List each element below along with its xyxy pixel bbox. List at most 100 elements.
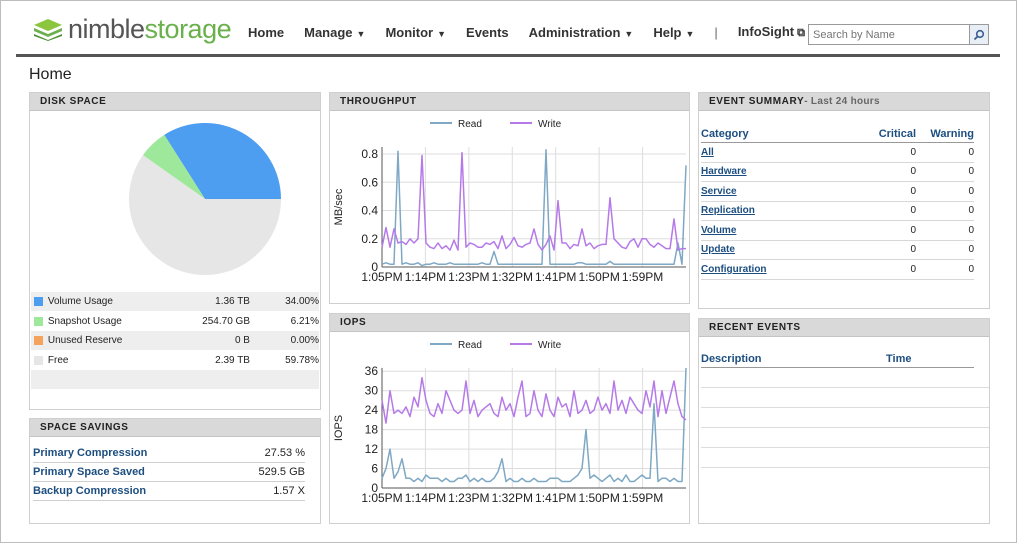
chevron-down-icon: ▼ <box>624 28 634 39</box>
event-summary-row: Update 0 0 <box>701 241 974 260</box>
event-summary-header: Category Critical Warning <box>701 126 974 143</box>
legend-size: 1.36 TB <box>215 296 250 307</box>
disk-legend-spacer <box>31 370 319 389</box>
event-category-link[interactable]: Hardware <box>701 166 747 178</box>
external-link-icon: ⧉ <box>797 27 805 39</box>
header-divider <box>16 54 1000 57</box>
search-input[interactable] <box>809 25 969 44</box>
empty-row-divider <box>701 427 989 428</box>
savings-value: 27.53 % <box>264 447 305 459</box>
panel-title: THROUGHPUT <box>330 93 689 111</box>
disk-legend-row: Unused Reserve 0 B 0.00% <box>31 331 319 350</box>
critical-count: 0 <box>910 166 916 178</box>
y-tick-label: 18 <box>365 423 379 437</box>
legend-swatch <box>34 316 43 326</box>
critical-count: 0 <box>910 244 916 256</box>
y-axis-label: MB/sec <box>333 188 345 225</box>
legend-size: 2.39 TB <box>215 354 250 366</box>
legend-label: Write <box>538 119 562 130</box>
savings-row-backup-compression: Backup Compression 1.57 X <box>33 482 305 501</box>
pie-slice <box>164 123 281 199</box>
nav-administration[interactable]: Administration ▼ <box>528 24 634 40</box>
panel-title: DISK SPACE <box>30 93 320 111</box>
savings-label: Primary Space Saved <box>33 466 145 478</box>
series-line <box>381 376 687 424</box>
event-summary-row: Hardware 0 0 <box>701 163 974 182</box>
series-line <box>381 151 686 251</box>
event-category-link[interactable]: Replication <box>701 205 755 217</box>
search-box <box>808 24 989 45</box>
x-tick-label: 1:05PM <box>361 491 402 505</box>
legend-size: 0 B <box>234 335 250 346</box>
nimble-logo[interactable]: nimblestorage <box>32 14 232 44</box>
page-title: Home <box>29 66 72 83</box>
column-warning: Warning <box>930 128 974 140</box>
x-tick-label: 1:59PM <box>622 491 663 505</box>
recent-events-panel: RECENT EVENTS Description Time <box>698 318 990 524</box>
x-tick-label: 1:14PM <box>405 491 446 505</box>
x-tick-label: 1:50PM <box>578 491 619 505</box>
nav-infosight[interactable]: InfoSight ⧉ <box>737 24 805 39</box>
nav-home[interactable]: Home <box>248 24 285 40</box>
panel-title: EVENT SUMMARY- Last 24 hours <box>699 93 989 111</box>
y-tick-label: 30 <box>365 384 379 398</box>
x-tick-label: 1:32PM <box>492 270 533 284</box>
column-category: Category <box>701 128 749 140</box>
legend-swatch <box>34 297 43 306</box>
x-tick-label: 1:50PM <box>578 270 619 284</box>
y-tick-label: 0.2 <box>361 232 378 246</box>
event-category-link[interactable]: Volume <box>701 224 737 236</box>
critical-count: 0 <box>910 146 916 158</box>
savings-value: 529.5 GB <box>258 466 305 478</box>
legend-percent: 6.21% <box>290 315 319 327</box>
panel-subtitle: - Last 24 hours <box>804 96 880 107</box>
event-category-link[interactable]: Configuration <box>701 263 767 275</box>
column-critical: Critical <box>878 128 916 140</box>
event-summary-row: Replication 0 0 <box>701 202 974 221</box>
critical-count: 0 <box>910 185 916 197</box>
search-button[interactable] <box>969 25 988 44</box>
pie-slice <box>129 155 281 276</box>
warning-count: 0 <box>968 224 974 236</box>
x-tick-label: 1:23PM <box>448 270 489 284</box>
warning-count: 0 <box>968 244 974 256</box>
warning-count: 0 <box>968 146 974 158</box>
disk-space-panel: DISK SPACE Volume Usage 1.36 TB 34.00% Snap… <box>29 92 321 410</box>
y-tick-label: 0 <box>371 260 378 274</box>
legend-swatch <box>34 336 43 345</box>
nav-events[interactable]: Events <box>466 24 509 40</box>
disk-legend-row: Volume Usage 1.36 TB 34.00% <box>31 292 319 311</box>
savings-row-primary-compression: Primary Compression 27.53 % <box>33 444 305 463</box>
event-category-link[interactable]: All <box>701 146 714 158</box>
x-tick-label: 1:41PM <box>535 491 576 505</box>
nav-monitor[interactable]: Monitor ▼ <box>385 24 447 40</box>
critical-count: 0 <box>910 205 916 217</box>
y-tick-label: 0.6 <box>361 175 378 189</box>
recent-events-header: Description Time <box>701 351 974 368</box>
legend-swatch <box>34 355 43 365</box>
event-category-link[interactable]: Service <box>701 185 737 197</box>
column-description: Description <box>701 353 762 365</box>
x-tick-label: 1:05PM <box>361 270 402 284</box>
event-category-link[interactable]: Update <box>701 244 735 256</box>
nav-separator: | <box>714 24 718 40</box>
savings-label: Primary Compression <box>33 447 148 459</box>
event-summary-panel: EVENT SUMMARY- Last 24 hours Category Cr… <box>698 92 990 309</box>
x-tick-label: 1:23PM <box>448 491 489 505</box>
warning-count: 0 <box>968 166 974 178</box>
series-line <box>381 149 687 267</box>
panel-title: IOPS <box>330 314 689 332</box>
savings-label: Backup Compression <box>33 485 147 497</box>
nav-manage[interactable]: Manage ▼ <box>304 24 366 40</box>
disk-legend-row: Free 2.39 TB 59.78% <box>31 351 319 370</box>
empty-row-divider <box>701 467 989 468</box>
y-tick-label: 36 <box>365 364 379 378</box>
y-tick-label: 0.4 <box>361 204 378 218</box>
critical-count: 0 <box>910 224 916 236</box>
savings-value: 1.57 X <box>273 485 305 497</box>
nav-help[interactable]: Help ▼ <box>653 24 695 40</box>
throughput-panel: THROUGHPUT 0 0.2 0.4 0.6 0.8 1:05PM 1:14PM 1:23… <box>329 92 690 304</box>
empty-row-divider <box>701 407 989 408</box>
empty-row-divider <box>701 387 989 388</box>
search-icon <box>973 29 985 40</box>
